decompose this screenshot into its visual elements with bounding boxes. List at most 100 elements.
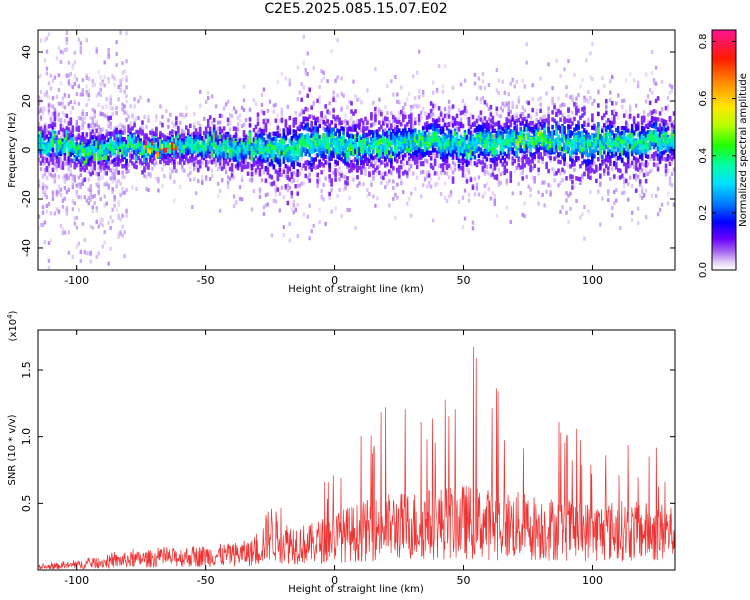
heatmap-cell	[314, 144, 318, 149]
heatmap-cell	[292, 160, 296, 165]
heatmap-cell	[131, 185, 134, 190]
heatmap-cell	[133, 148, 136, 154]
heatmap-cell	[300, 157, 303, 162]
heatmap-cell	[89, 224, 92, 229]
heatmap-cell	[71, 200, 75, 205]
heatmap-cell	[178, 151, 182, 157]
heatmap-cell	[111, 106, 114, 111]
heatmap-cell	[145, 150, 148, 156]
heatmap-cell	[374, 148, 377, 153]
heatmap-cell	[278, 172, 282, 177]
heatmap-cell	[421, 89, 425, 94]
heatmap-cell	[38, 151, 41, 156]
heatmap-cell	[119, 230, 122, 235]
heatmap-cell	[396, 99, 399, 104]
heatmap-cell	[38, 144, 41, 149]
heatmap-cell	[284, 174, 288, 179]
heatmap-cell	[81, 88, 84, 93]
heatmap-cell	[292, 145, 296, 151]
heatmap-cell	[200, 155, 204, 160]
heatmap-cell	[403, 114, 407, 120]
heatmap-cell	[334, 177, 337, 182]
heatmap-cell	[109, 146, 113, 151]
heatmap-cell	[421, 93, 425, 98]
heatmap-cell	[73, 175, 77, 180]
heatmap-cell	[89, 259, 92, 264]
heatmap-cell	[383, 146, 387, 152]
heatmap-cell	[386, 123, 389, 128]
heatmap-cell	[348, 138, 351, 144]
heatmap-cell	[306, 137, 310, 143]
heatmap-cell	[280, 172, 284, 177]
heatmap-cell	[270, 159, 274, 164]
heatmap-cell	[99, 221, 102, 226]
heatmap-cell	[47, 108, 51, 113]
heatmap-cell	[256, 143, 260, 149]
heatmap-cell	[133, 134, 136, 139]
heatmap-cell	[318, 178, 321, 183]
heatmap-cell	[376, 140, 379, 145]
heatmap-cell	[298, 149, 302, 155]
heatmap-cell	[212, 129, 216, 135]
heatmap-cell	[119, 88, 122, 93]
heatmap-cell	[366, 148, 369, 154]
heatmap-cell	[276, 133, 280, 138]
heatmap-cell	[308, 87, 312, 92]
heatmap-cell	[350, 165, 353, 171]
heatmap-cell	[53, 162, 57, 167]
heatmap-cell	[364, 122, 367, 127]
heatmap-cell	[419, 170, 423, 175]
heatmap-cell	[167, 132, 170, 137]
heatmap-cell	[85, 165, 89, 170]
heatmap-cell	[141, 143, 144, 148]
heatmap-cell	[394, 75, 397, 80]
heatmap-cell	[425, 127, 429, 133]
heatmap-cell	[39, 89, 43, 94]
heatmap-cell	[210, 160, 214, 165]
heatmap-cell	[254, 153, 258, 159]
heatmap-cell	[302, 181, 305, 186]
heatmap-cell	[306, 149, 310, 154]
heatmap-cell	[85, 84, 88, 89]
heatmap-cell	[252, 157, 256, 162]
heatmap-cell	[55, 149, 59, 155]
heatmap-cell	[105, 141, 109, 147]
heatmap-cell	[113, 125, 116, 130]
heatmap-cell	[123, 149, 126, 155]
heatmap-cell	[421, 141, 425, 147]
heatmap-cell	[125, 209, 128, 214]
heatmap-cell	[304, 71, 307, 76]
heatmap-cell	[45, 90, 49, 95]
heatmap-cell	[316, 126, 319, 131]
heatmap-cell	[300, 133, 304, 138]
heatmap-cell	[397, 154, 401, 160]
heatmap-cell	[370, 136, 373, 142]
heatmap-cell	[294, 143, 298, 149]
heatmap-cell	[141, 148, 144, 154]
heatmap-cell	[286, 104, 290, 109]
heatmap-cell	[99, 155, 103, 161]
heatmap-cell	[356, 123, 359, 129]
heatmap-cell	[417, 146, 421, 151]
heatmap-cell	[111, 207, 114, 212]
heatmap-cell	[161, 167, 164, 172]
heatmap-cell	[79, 195, 82, 200]
heatmap-cell	[390, 171, 393, 176]
heatmap-cell	[224, 144, 228, 150]
heatmap-cell	[175, 168, 178, 173]
heatmap-cell	[322, 70, 325, 75]
heatmap-cell	[340, 151, 343, 156]
heatmap-cell	[266, 170, 270, 175]
heatmap-cell	[151, 151, 154, 156]
heatmap-cell	[47, 163, 51, 168]
heatmap-cell	[115, 180, 118, 185]
heatmap-cell	[113, 203, 116, 208]
heatmap-cell	[67, 142, 71, 147]
heatmap-cell	[252, 150, 256, 155]
heatmap-cell	[228, 120, 232, 125]
heatmap-cell	[252, 142, 256, 148]
heatmap-cell	[75, 146, 79, 152]
heatmap-cell	[234, 164, 238, 169]
heatmap-cell	[45, 147, 49, 152]
heatmap-cell	[234, 151, 238, 156]
